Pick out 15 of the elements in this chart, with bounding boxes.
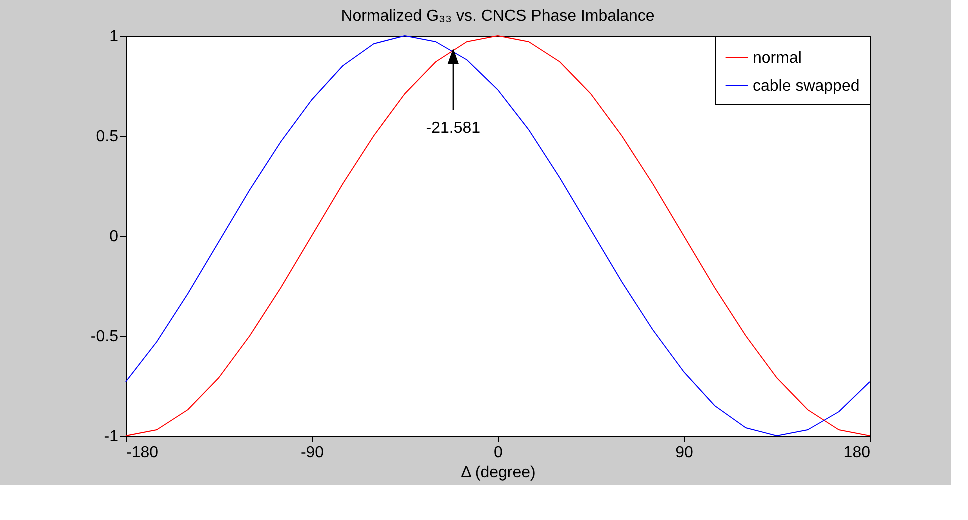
legend-label: normal bbox=[753, 50, 802, 67]
y-tick-label: 1 bbox=[110, 28, 119, 46]
y-tick-label: 0 bbox=[110, 228, 119, 246]
legend-label: cable swapped bbox=[753, 78, 860, 95]
x-tick-label: -180 bbox=[126, 444, 159, 462]
x-tick-label: 180 bbox=[844, 444, 871, 462]
x-tick-label: 0 bbox=[494, 444, 504, 462]
x-tick-label: 90 bbox=[676, 444, 694, 462]
x-tick-label: -90 bbox=[300, 444, 324, 462]
annotation: -21.581 bbox=[426, 120, 481, 137]
y-tick-label: -0.5 bbox=[90, 328, 119, 346]
chart-title: Normalized G₃₃ vs. CNCS Phase Imbalance bbox=[341, 8, 655, 25]
y-tick-label: 0.5 bbox=[96, 128, 119, 146]
y-tick-label: -1 bbox=[104, 428, 119, 446]
x-axis-title: Δ (degree) bbox=[461, 464, 536, 482]
